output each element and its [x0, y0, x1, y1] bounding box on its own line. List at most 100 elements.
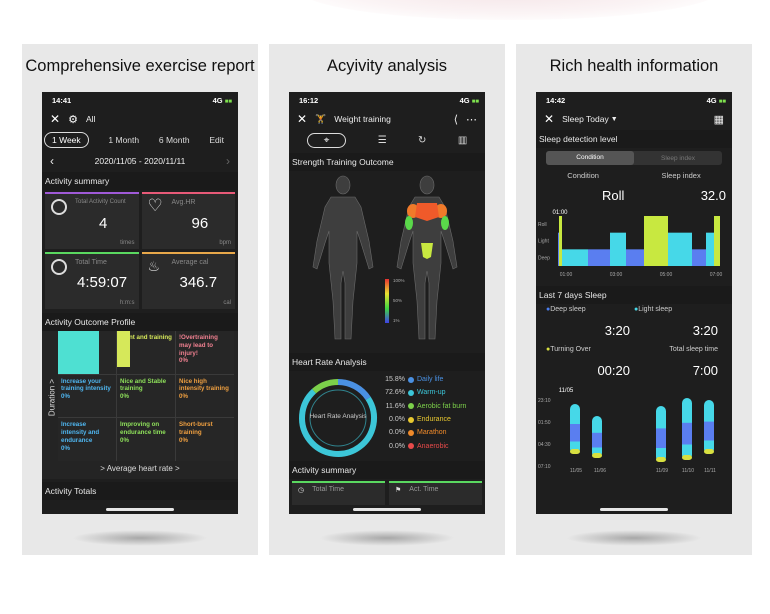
- zone-dot-icon: [408, 376, 414, 383]
- week-bar-deep: [682, 422, 692, 445]
- tab-sleep-index[interactable]: Sleep index: [661, 154, 695, 162]
- detect-labels: Condition Sleep index: [536, 168, 732, 182]
- stat-card-cal: ♨ Average cal 346.7 cal: [141, 252, 235, 309]
- panel-caption: Acyivity analysis: [326, 57, 448, 75]
- close-icon[interactable]: ✕: [297, 112, 308, 126]
- hr-analysis: Heart Rate Analysis 15.8% Daily life 72.6%…: [289, 371, 485, 461]
- week-bar-turn: [682, 455, 692, 460]
- profile-cell-title: Improving on endurance time: [120, 421, 166, 437]
- profile-grid: ment and training !Overtraining may lead …: [58, 331, 234, 461]
- battery-icon: ■■: [718, 98, 726, 105]
- zone-legend: 15.8% Daily life 72.6% Warm-up 11.6% Aerobic …: [379, 373, 483, 453]
- stat-card-hr: ♡ Avg.HR 96 bpm: [141, 192, 235, 249]
- zone-pct: 0.0%: [389, 429, 405, 437]
- filter-label[interactable]: All: [85, 114, 96, 124]
- stat-value: 4: [99, 215, 108, 232]
- zone-name: Warm-up: [417, 389, 446, 397]
- week-y-tick: 04:30: [538, 442, 551, 448]
- repeat-icon[interactable]: ↻: [418, 134, 427, 146]
- heart-icon: ♡: [147, 196, 163, 215]
- sleep-segment: [692, 249, 706, 266]
- sleep-segment: [562, 249, 588, 266]
- muscle-map: 100% 50% 1%: [289, 171, 485, 353]
- activity-title: Weight training: [334, 114, 391, 124]
- level-tick-label: Deep: [538, 255, 550, 261]
- tab-1-month[interactable]: 1 Month: [108, 135, 140, 145]
- zone-name: Anaerobic: [417, 442, 449, 450]
- stat-value: 3:20: [692, 323, 718, 338]
- section-title: Heart Rate Analysis: [289, 353, 485, 371]
- more-icon[interactable]: ⋯: [466, 113, 477, 126]
- sleep-segment: [588, 249, 610, 266]
- stat-label: Light sleep: [638, 306, 673, 313]
- condition-label: Condition: [567, 170, 599, 180]
- summary-label: Act. Time: [409, 486, 439, 493]
- summary-card-total-time: ◷ Total Time: [292, 481, 385, 505]
- stat-unit: cal: [223, 300, 231, 306]
- profile-cell-title: Short-burst training: [179, 421, 213, 437]
- week-marker-label: 11/05: [559, 388, 574, 394]
- tab-1-week[interactable]: 1 Week: [44, 132, 89, 148]
- segment-tabs: Condition Sleep index: [546, 151, 722, 165]
- profile-cell: !Overtraining may lead to injury! 0%: [176, 331, 234, 374]
- panel-caption: Comprehensive exercise report: [25, 57, 255, 75]
- panel-activity-analysis: Acyivity analysis 16:12 4G ■■ ✕ 🏋 Weight…: [269, 44, 505, 555]
- profile-cell: Short-burst training 0%: [176, 418, 234, 461]
- profile-cell: Increase your training intensity 0%: [58, 374, 116, 418]
- tab-edit[interactable]: Edit: [209, 135, 224, 145]
- next-arrow-icon[interactable]: ›: [226, 154, 230, 168]
- week-x-tick: 11/06: [594, 468, 606, 474]
- phone-screen: 16:12 4G ■■ ✕ 🏋 Weight training ⟨ ⋯ ⌖ ☰ …: [289, 92, 485, 514]
- week-x-tick: 11/09: [656, 468, 668, 474]
- status-bar: 16:12 4G ■■: [289, 92, 485, 108]
- profile-cell-pct: 0%: [179, 393, 188, 401]
- stat-light-sleep: ●Light sleep: [634, 306, 722, 313]
- profile-cell: ment and training: [117, 331, 175, 374]
- donut-slice: [312, 379, 339, 394]
- chevron-down-icon[interactable]: ▼: [610, 115, 618, 123]
- stat-unit: h:m:s: [119, 300, 135, 306]
- zone-pct: 0.0%: [389, 442, 405, 450]
- stat-label: Deep sleep: [550, 306, 586, 313]
- stat-total-sleep: Total sleep time: [634, 346, 722, 353]
- stat-unit: bpm: [219, 240, 231, 246]
- sleep-segment: [668, 232, 692, 266]
- profile-cell: Increase intensity and endurance 0%: [58, 418, 116, 461]
- y-axis-label: Duration >: [47, 378, 57, 417]
- phone-shadow: [72, 530, 208, 546]
- zone-dot-icon: [408, 403, 414, 410]
- map-pin-icon[interactable]: ⌖: [306, 132, 347, 148]
- activity-icon[interactable]: ⚙: [68, 113, 78, 126]
- close-icon[interactable]: ✕: [50, 112, 61, 126]
- profile-cell: Improving on endurance time 0%: [117, 418, 175, 461]
- page-title[interactable]: Sleep Today: [562, 114, 609, 124]
- deep-dot-icon: ●: [546, 306, 551, 313]
- list-icon[interactable]: ☰: [377, 134, 387, 146]
- stat-label: Total Time: [75, 259, 107, 266]
- week-y-tick: 23:10: [538, 398, 551, 404]
- status-bar: 14:42 4G ■■: [536, 92, 732, 108]
- chart-icon[interactable]: ▥: [457, 134, 468, 146]
- time-tick-label: 03:00: [610, 272, 623, 278]
- profile-cell-title: !Overtraining may lead to injury!: [179, 334, 218, 357]
- calendar-icon[interactable]: ▦: [713, 113, 724, 126]
- zone-pct: 11.6%: [385, 402, 405, 410]
- prev-arrow-icon[interactable]: ‹: [50, 154, 54, 168]
- sleep-stats: ●Deep sleep ●Light sleep 3:20 3:20 ●Turn…: [536, 304, 732, 384]
- stat-label: Total Activity Count: [75, 199, 126, 205]
- top-bar: ✕ Sleep Today ▼ ▦: [536, 108, 732, 130]
- tab-condition[interactable]: Condition: [546, 151, 634, 165]
- week-bar-deep: [592, 432, 602, 448]
- close-icon[interactable]: ✕: [544, 112, 555, 126]
- stat-card-time: Total Time 4:59:07 h:m:s: [45, 252, 139, 309]
- panel-caption: Rich health information: [549, 57, 719, 75]
- dumbbell-icon: 🏋: [315, 113, 327, 124]
- share-icon[interactable]: ⟨: [453, 113, 458, 126]
- profile-cell-pct: 0%: [120, 393, 129, 401]
- decorative-glow: [300, 0, 720, 20]
- week-x-tick: 11/05: [570, 468, 582, 474]
- tab-6-month[interactable]: 6 Month: [158, 135, 190, 145]
- profile-cell-title: ment and training: [120, 334, 172, 341]
- stat-value: 7:00: [692, 363, 718, 378]
- zone-name: Aerobic fat burn: [417, 402, 467, 410]
